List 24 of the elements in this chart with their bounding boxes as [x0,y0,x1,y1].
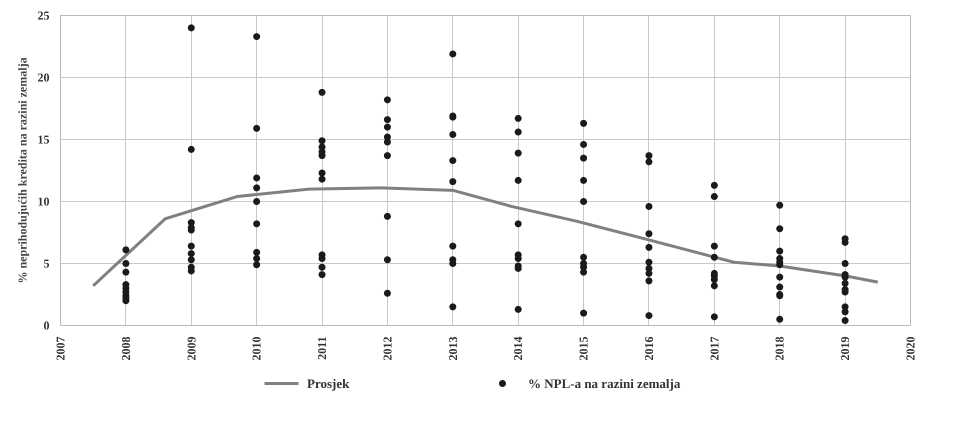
x-tick-label: 2015 [576,336,591,360]
x-tick-label: 2011 [315,336,330,360]
y-tick-label: 0 [44,318,50,332]
y-tick-label: 25 [38,8,50,22]
y-tick-label: 15 [38,132,50,146]
x-tick-label: 2010 [250,336,264,360]
x-tick-label: 2014 [511,336,526,360]
x-tick-label: 2009 [184,336,198,360]
x-tick-label: 2020 [904,336,918,360]
x-tick-label: 2018 [772,336,787,360]
x-tick-label: 2019 [838,336,852,360]
y-tick-label: 10 [38,194,50,208]
x-tick-label: 2008 [118,336,133,360]
x-tick-label: 2007 [54,336,68,360]
y-tick-label: 20 [38,70,50,84]
legend-label: % NPL-a na razini zemalja [528,376,681,391]
y-tick-label: 5 [44,256,50,270]
x-tick-label: 2013 [446,336,460,360]
legend-label: Prosjek [307,376,350,391]
x-tick-label: 2017 [707,336,722,360]
y-axis-title: % neprihodujućih kredita na razini zemalja [16,57,30,284]
line-series [92,186,880,288]
x-tick-label: 2012 [380,336,394,360]
x-tick-label: 2016 [642,336,656,360]
